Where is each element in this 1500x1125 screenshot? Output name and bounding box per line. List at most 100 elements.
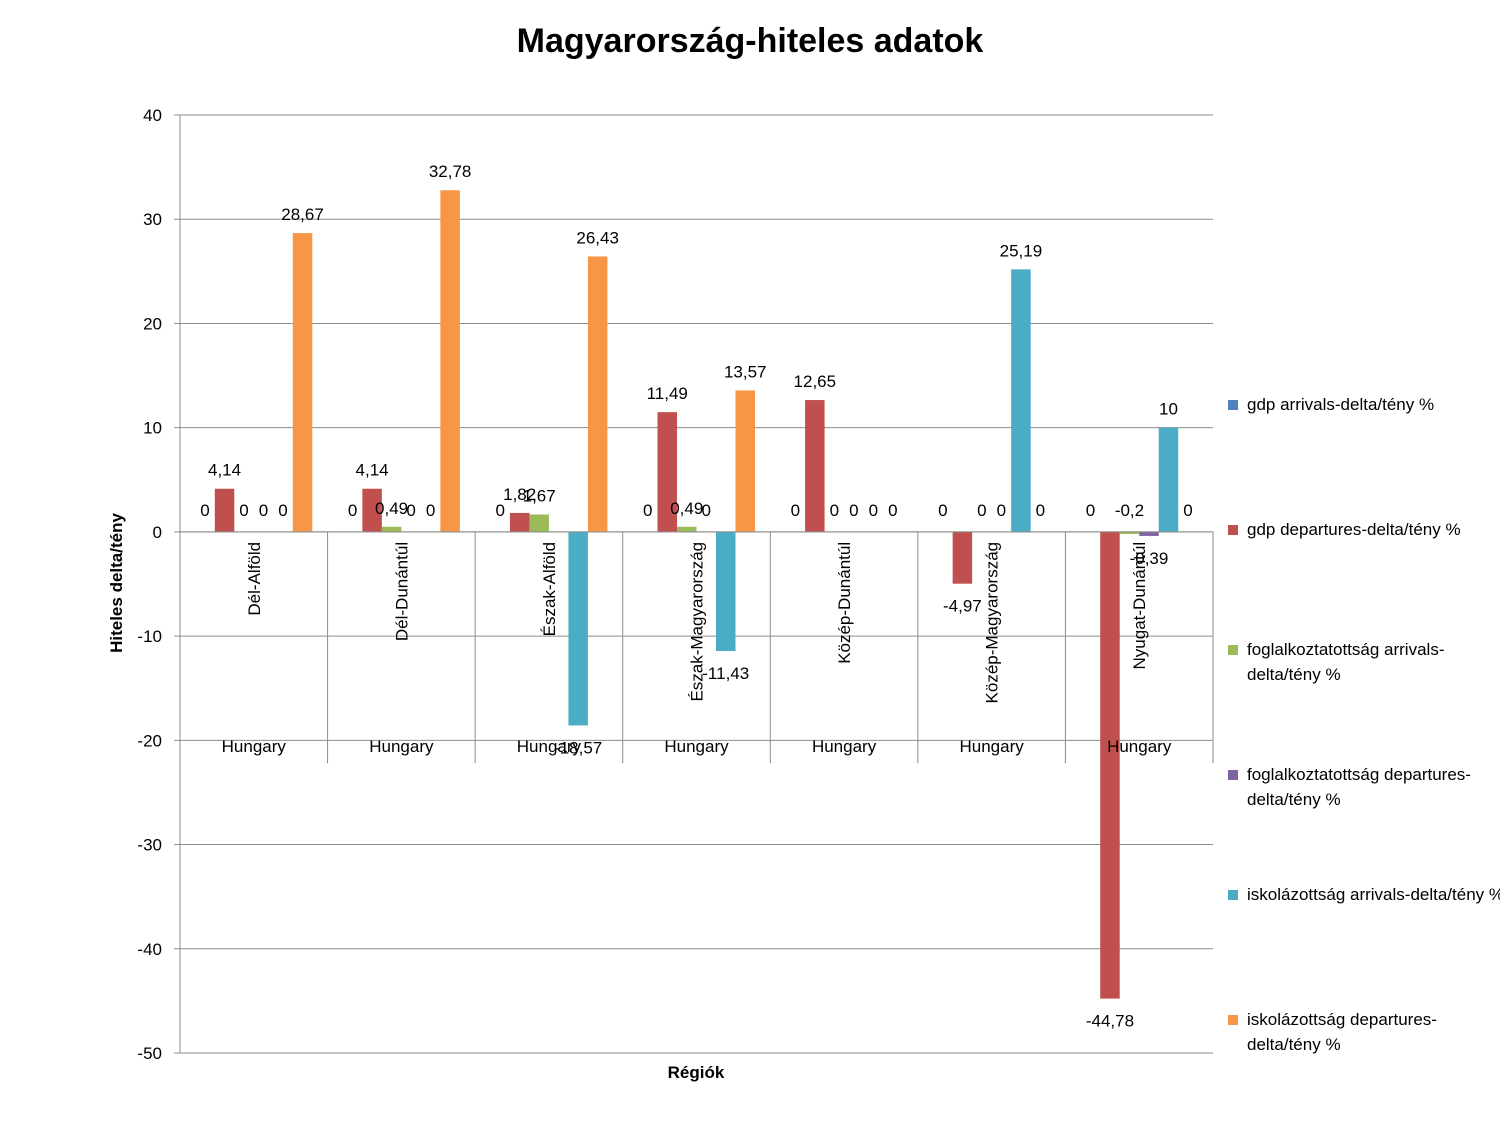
bar [509,512,530,532]
legend-item: gdp arrivals-delta/tény % [1228,392,1500,417]
legend-item: foglalkoztatottság departures-delta/tény… [1228,762,1500,812]
legend-swatch [1228,890,1238,900]
data-label: -18,57 [554,738,602,757]
legend-label: iskolázottság arrivals-delta/tény % [1247,885,1500,904]
data-label: 0 [495,501,504,520]
y-tick-label: -10 [137,627,162,646]
legend-item: foglalkoztatottság arrivals-delta/tény % [1228,637,1500,687]
data-label: 0 [200,501,209,520]
data-label: 10 [1159,400,1178,419]
legend-item: iskolázottság departures-delta/tény % [1228,1007,1500,1057]
data-label: 0 [1086,501,1095,520]
data-label: 26,43 [576,228,619,247]
data-label: 4,14 [356,461,389,480]
data-label: 0 [849,501,858,520]
legend-label: foglalkoztatottság departures-delta/tény… [1247,765,1471,809]
bar [716,531,736,652]
data-label: 0,49 [670,499,703,518]
category-labels: Dél-Alföld Hungary Dél-Dunántúl Hungary Észa… [222,542,1172,756]
data-label: 28,67 [281,205,324,224]
category-label: Közép-Magyarország [983,542,1002,704]
y-tick-label: 10 [143,419,162,438]
bar [292,233,313,532]
data-label: 0 [997,501,1006,520]
legend-label: iskolázottság departures-delta/tény % [1247,1010,1437,1054]
data-label: 0 [830,501,839,520]
bar [568,531,588,726]
bar [735,390,755,532]
bar [381,526,402,532]
data-label: 0 [278,501,287,520]
bar [657,412,677,532]
data-label: 11,49 [647,384,688,403]
y-tick-label: -50 [137,1044,162,1063]
legend-label: gdp arrivals-delta/tény % [1247,395,1435,414]
bar [440,190,460,532]
data-label: -4,97 [943,597,982,616]
bar [529,514,549,532]
group-label: Hungary [664,737,729,756]
data-label: 0 [1183,501,1192,520]
bar [677,526,697,532]
x-axis-title: Régiók [668,1063,725,1082]
data-label: 0 [259,501,268,520]
data-label: 0 [977,501,986,520]
legend-item: gdp departures-delta/tény % [1228,517,1500,542]
legend-label: foglalkoztatottság arrivals-delta/tény % [1247,640,1445,684]
bar [952,531,973,584]
category-label: Nyugat-Dunántúl [1130,542,1149,670]
data-label: 13,57 [724,362,767,381]
y-tick-label: -20 [137,731,162,750]
legend-swatch [1228,1015,1238,1025]
legend-swatch [1228,645,1238,655]
data-label: 0 [426,501,435,520]
group-label: Hungary [517,737,582,756]
category-label: Észak-Alföld [540,542,559,636]
data-labels: 0 0 0 0 0 0 04,14 4,141,8211,4912,65-4,97-44,78… [200,162,1192,1030]
data-label: 1,82 [503,485,536,504]
data-label: 1,67 [523,486,556,505]
data-label: -0,2 [1115,501,1144,520]
category-label: Észak-Magyarország [688,542,707,702]
data-label: 25,19 [1000,241,1043,260]
y-axis-title: Hiteles delta/tény [107,513,126,653]
data-label: 12,65 [794,372,837,391]
data-label: 0 [239,501,248,520]
data-label: 0 [702,501,711,520]
data-label: 0 [888,501,897,520]
category-label: Dél-Dunántúl [392,542,411,641]
bar [214,488,235,532]
bar [1139,531,1159,536]
data-label: 4,14 [208,461,241,480]
data-label: 0 [1036,501,1045,520]
bar [1011,269,1031,532]
legend-label: gdp departures-delta/tény % [1247,520,1461,539]
data-label: 0 [348,501,357,520]
chart-title: Magyarország-hiteles adatok [517,22,984,60]
group-label: Hungary [960,737,1025,756]
bar [1158,427,1179,532]
bar [1100,531,1120,999]
data-label: 0,49 [375,499,408,518]
group-label: Hungary [812,737,877,756]
category-label: Közép-Dunántúl [835,542,854,664]
data-label: -11,43 [702,664,749,683]
data-label: 0 [406,501,415,520]
y-tick-label: -40 [137,940,162,959]
legend-swatch [1228,770,1238,780]
data-label: 0 [938,501,947,520]
data-label: -44,78 [1086,1012,1134,1031]
y-tick-label: -30 [137,836,162,855]
axes: -50 -40 -30 -20 -10 0 10 20 30 40 [137,106,1214,1063]
legend-swatch [1228,400,1238,410]
bar [587,256,608,532]
data-label: 0 [791,501,800,520]
y-tick-label: 20 [143,314,162,333]
data-label: 0 [643,501,652,520]
category-label: Dél-Alföld [245,542,264,616]
y-tick-label: 30 [143,210,162,229]
legend-item: iskolázottság arrivals-delta/tény % [1228,882,1500,907]
y-tick-label: 40 [143,106,162,125]
data-label: -0,39 [1130,549,1169,568]
